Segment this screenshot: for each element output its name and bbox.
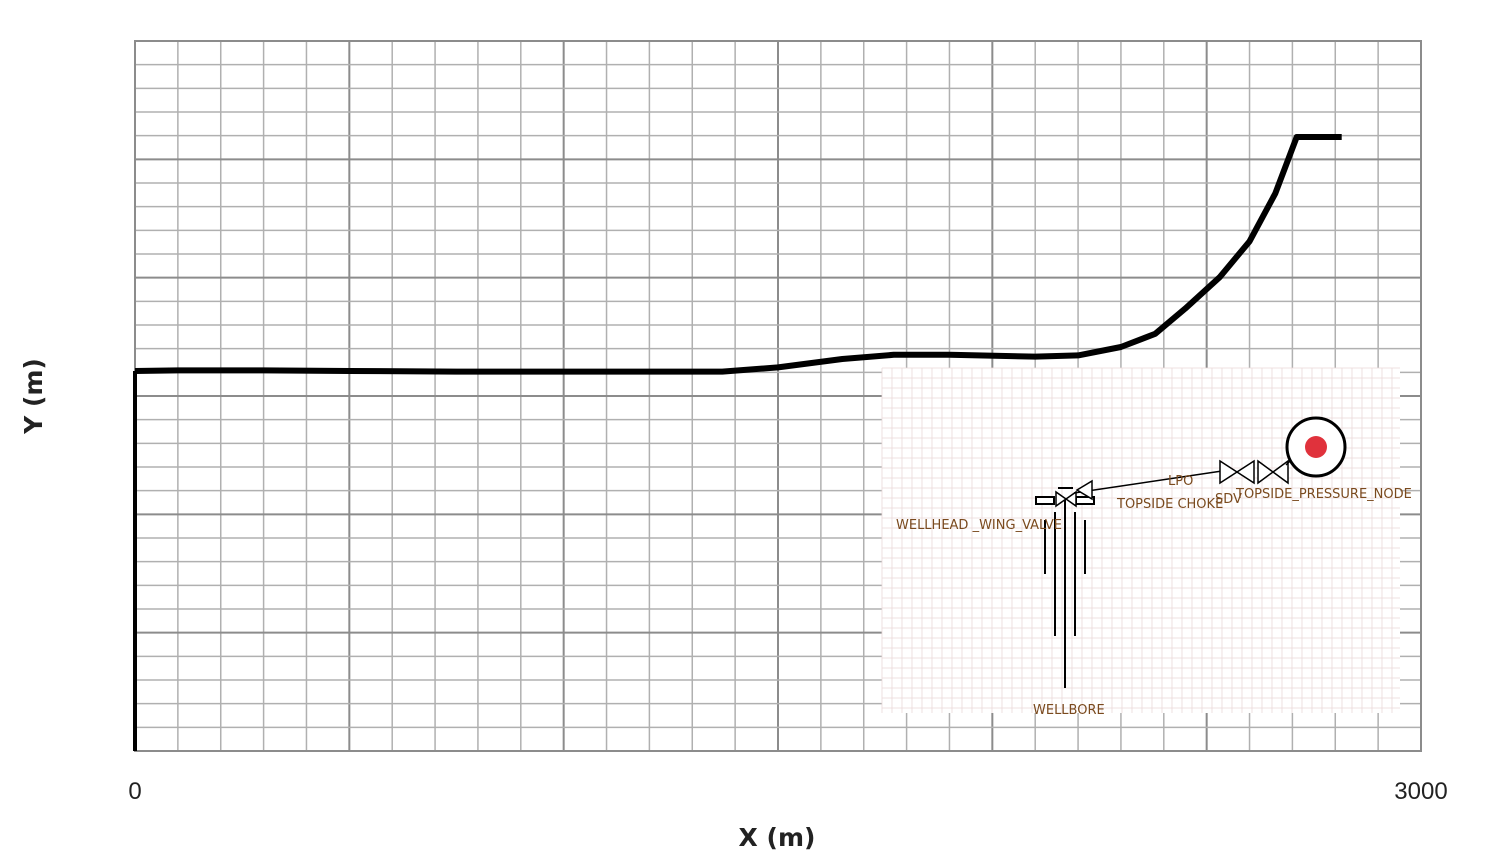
x-tick-label: 0: [128, 778, 141, 805]
topside-choke-icon: [1075, 479, 1093, 501]
wellhead-wing-valve-label: WELLHEAD _WING_VALVE: [896, 518, 1062, 533]
lpo-label: LPO: [1168, 474, 1193, 489]
pressure-node-dot: [1305, 436, 1327, 458]
topside-pressure-node-label: TOPSIDE_PRESSURE_NODE: [1235, 487, 1412, 502]
flowline: [1073, 470, 1223, 494]
x-axis-title: X (m): [739, 823, 816, 852]
x-tick-labels: 0 3000: [128, 778, 1447, 805]
x-tick-label: 3000: [1394, 778, 1447, 805]
profile-series-line: [134, 134, 1342, 375]
topside-choke-label: TOPSIDE CHOKE: [1116, 497, 1223, 512]
wellbore-label: WELLBORE: [1033, 703, 1105, 718]
wellhead-wing-valve-icon: [1055, 490, 1077, 508]
network-schematic-inset: WELLHEAD _WING_VALVE TOPSIDE CHOKE LPO S…: [881, 367, 1412, 718]
sdv-label: SDV: [1215, 492, 1242, 507]
sdv-valve-2-icon: [1257, 459, 1289, 485]
sdv-valve-icon: [1219, 459, 1255, 485]
wellhead-flange-left: [1035, 496, 1055, 505]
y-axis-title: Y (m): [19, 358, 48, 435]
inset-grid: [881, 367, 1400, 713]
